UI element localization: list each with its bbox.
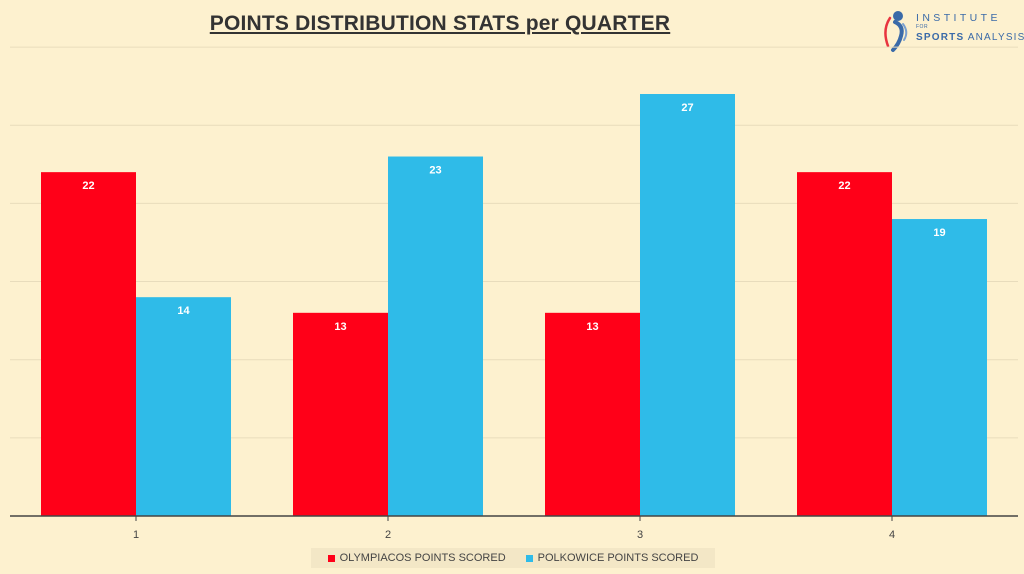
bar — [892, 219, 987, 516]
data-label: 13 — [586, 321, 598, 333]
legend-label: OLYMPIACOS POINTS SCORED — [339, 552, 506, 564]
bar — [293, 312, 388, 516]
data-label: 23 — [429, 165, 441, 177]
legend-item: POLKOWICE POINTS SCORED — [525, 552, 699, 564]
x-tick-label: 1 — [133, 529, 139, 541]
legend-item: OLYMPIACOS POINTS SCORED — [327, 552, 506, 564]
data-label: 22 — [838, 180, 850, 192]
bar — [136, 297, 231, 516]
bar — [640, 94, 735, 516]
legend-swatch — [327, 554, 335, 562]
data-label: 13 — [334, 321, 346, 333]
x-tick-label: 3 — [637, 529, 643, 541]
logo-text-sports-analysis: SPORTS ANALYSIS — [916, 32, 1024, 43]
data-label: 14 — [177, 305, 190, 317]
logo-text-analysis: ANALYSIS — [967, 32, 1024, 43]
logo-text-institute: INSTITUTE — [916, 12, 1001, 24]
logo: INSTITUTE FOR SPORTS ANALYSIS — [876, 6, 1024, 54]
logo-text-sports: SPORTS — [916, 32, 965, 43]
x-axis: 1 2 3 4 — [10, 515, 1018, 541]
data-label: 19 — [933, 227, 945, 239]
bar — [41, 172, 136, 517]
data-label: 22 — [82, 180, 94, 192]
x-tick-label: 2 — [385, 529, 391, 541]
data-label: 27 — [681, 102, 693, 114]
bar — [545, 312, 640, 516]
legend-swatch — [525, 554, 533, 562]
x-tick-label: 4 — [889, 529, 895, 541]
bars: 22 14 13 23 13 27 22 19 — [41, 94, 987, 517]
chart-title: POINTS DISTRIBUTION STATS per QUARTER — [209, 12, 671, 35]
bar — [797, 172, 892, 517]
runner-icon — [884, 11, 908, 52]
logo-text-for: FOR — [916, 24, 929, 30]
bar — [388, 156, 483, 516]
legend: OLYMPIACOS POINTS SCORED POLKOWICE POINTS… — [311, 548, 715, 568]
legend-label: POLKOWICE POINTS SCORED — [537, 552, 699, 564]
